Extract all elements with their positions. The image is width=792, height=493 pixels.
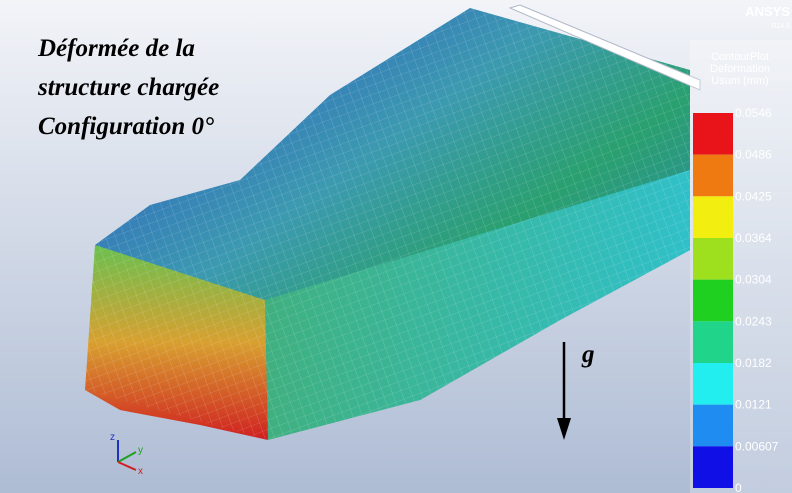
triad-x: x (138, 466, 143, 477)
viewport: Déformée de la structure chargée Configu… (0, 0, 792, 493)
legend-title: ContourPlot (711, 51, 769, 63)
logo-version: R14.5 (771, 23, 790, 30)
legend-band (693, 113, 733, 155)
annotation-line: Déformée de la (37, 35, 195, 62)
legend-level: 0.0182 (735, 356, 772, 370)
legend-band (693, 155, 733, 197)
annotation-line: Configuration 0° (38, 113, 214, 140)
legend-level: 0 (735, 481, 742, 493)
legend-title: Deformation (710, 63, 770, 75)
legend-level: 0.0121 (735, 398, 772, 412)
legend-band (693, 446, 733, 488)
legend-level: 0.00607 (735, 439, 779, 453)
annotation: Déformée de la structure chargée Configu… (37, 35, 219, 140)
legend-level: 0.0425 (735, 189, 772, 203)
legend-band (693, 405, 733, 447)
legend-band (693, 280, 733, 322)
legend-title: Usum (mm) (711, 75, 768, 87)
gravity-label: g (581, 341, 595, 368)
logo-name: ANSYS (745, 4, 790, 19)
legend-level: 0.0486 (735, 148, 772, 162)
triad-z: z (110, 432, 115, 443)
legend-level: 0.0546 (735, 106, 772, 120)
legend-level: 0.0364 (735, 231, 772, 245)
legend-band (693, 321, 733, 363)
annotation-line: structure chargée (37, 74, 219, 101)
page: Déformée de la structure chargée Configu… (0, 0, 792, 493)
legend-band (693, 238, 733, 280)
legend-band (693, 363, 733, 405)
legend-level: 0.0243 (735, 314, 772, 328)
legend-band (693, 196, 733, 238)
legend-level: 0.0304 (735, 273, 772, 287)
triad-y: y (138, 445, 143, 456)
